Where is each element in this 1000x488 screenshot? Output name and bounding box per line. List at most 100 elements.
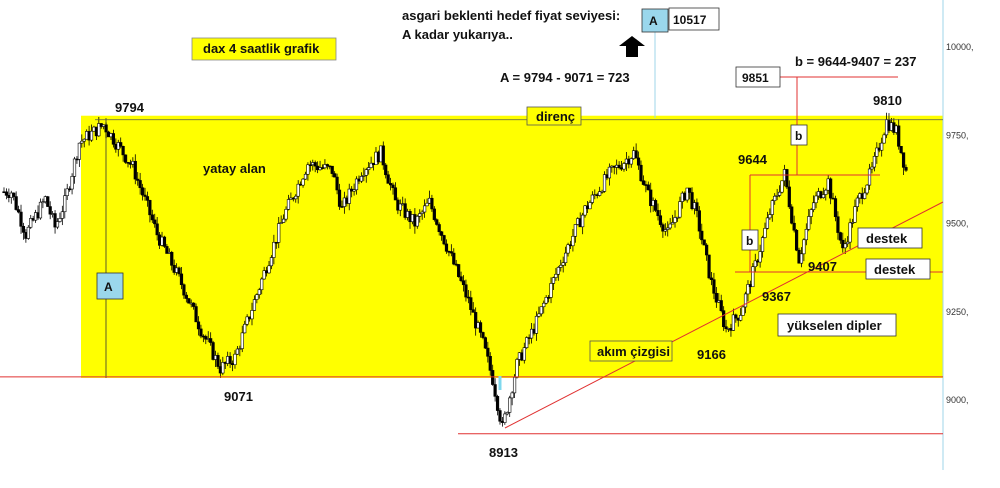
candle-body [573, 224, 577, 237]
candle-body [670, 222, 675, 225]
candle-body [457, 264, 461, 277]
support-box-2 [865, 258, 931, 280]
candle-body [308, 164, 312, 167]
candle-body [469, 297, 473, 310]
candle-body [444, 243, 449, 252]
candle-body [663, 229, 667, 232]
candle-body [799, 253, 804, 264]
candle-body [333, 173, 337, 178]
candle-body [867, 168, 872, 186]
candle-body [284, 209, 288, 220]
candle-body [559, 264, 563, 268]
candle-body [77, 142, 81, 160]
candle-body [802, 239, 806, 255]
candle-body [391, 184, 395, 189]
candle-body [179, 273, 184, 285]
candle-body [897, 125, 901, 147]
candle-body [148, 200, 152, 216]
candle-body [133, 160, 137, 180]
target-value-box [668, 7, 720, 31]
candle-body [240, 332, 244, 349]
candle-body [204, 336, 208, 340]
candle-body [539, 306, 543, 315]
candle-body [58, 218, 62, 222]
candle-body [602, 174, 607, 192]
candle-body [145, 196, 150, 201]
candle-body [719, 300, 723, 311]
candle-body [162, 236, 167, 247]
candle-body [48, 206, 52, 215]
candle-body [403, 203, 407, 218]
candle-body [547, 297, 551, 299]
candle-body [238, 348, 242, 350]
candle-body [583, 205, 587, 216]
candle-body [685, 187, 689, 201]
candle-body [656, 210, 660, 217]
candle-body [760, 237, 765, 252]
candle-body [192, 302, 196, 307]
candle-body [46, 196, 50, 207]
candle-body [639, 164, 643, 182]
candle-body [512, 377, 517, 394]
label-9166: 9166 [697, 347, 726, 362]
candle-body [89, 130, 94, 141]
y-tick-label: 9000, [946, 395, 969, 405]
candle-body [12, 192, 16, 197]
candle-body [150, 214, 154, 221]
candle-body [367, 167, 371, 170]
candle-body [836, 216, 840, 233]
candle-body [140, 187, 145, 196]
candle-body [245, 316, 249, 325]
resistance-label: direnç [536, 109, 575, 124]
y-tick-label: 9250, [946, 307, 969, 317]
candle-body [65, 188, 69, 197]
calc-b: b = 9644-9407 = 237 [795, 54, 916, 69]
candle-body [617, 164, 621, 169]
candle-body [354, 178, 359, 191]
up-arrow-icon [619, 36, 645, 57]
label-9644: 9644 [738, 152, 768, 167]
candle-body [722, 310, 726, 328]
candle-body [833, 198, 838, 218]
candle-body [325, 164, 329, 167]
candle-body [121, 146, 125, 156]
candle-body [437, 224, 441, 233]
box-9851 [735, 66, 781, 88]
candle-body [194, 306, 198, 323]
candle-body [459, 276, 463, 281]
candle-body [807, 216, 811, 230]
b-lower-box [741, 229, 759, 251]
candle-body [272, 241, 276, 258]
candle-body [294, 195, 298, 200]
candle-body [707, 254, 711, 279]
candle-body [216, 355, 220, 367]
candle-body [743, 293, 748, 308]
candle-body [111, 133, 116, 145]
candle-body [279, 222, 283, 224]
candle-body [809, 209, 813, 217]
candle-body [388, 183, 393, 186]
candle-body [26, 226, 30, 239]
candle-body [746, 284, 750, 295]
candle-body [853, 206, 857, 223]
candle-body [211, 342, 215, 360]
candle-body [564, 252, 568, 263]
target-line-2: A kadar yukarıya.. [402, 27, 513, 42]
candle-body [741, 306, 745, 316]
candle-body [486, 347, 490, 357]
candle-body [739, 315, 743, 321]
candle-body [751, 266, 755, 288]
candle-body [561, 262, 565, 266]
candle-body [875, 147, 879, 157]
candle-body [843, 243, 847, 249]
candle-body [104, 124, 108, 133]
candle-body [571, 235, 575, 247]
candle-body [415, 215, 419, 227]
rising-lows-box [777, 313, 897, 337]
candle-body [724, 326, 728, 330]
candle-body [143, 194, 147, 197]
candle-body [255, 294, 259, 300]
candle-body [306, 164, 310, 175]
candle-body [838, 232, 842, 241]
candle-body [598, 191, 602, 196]
